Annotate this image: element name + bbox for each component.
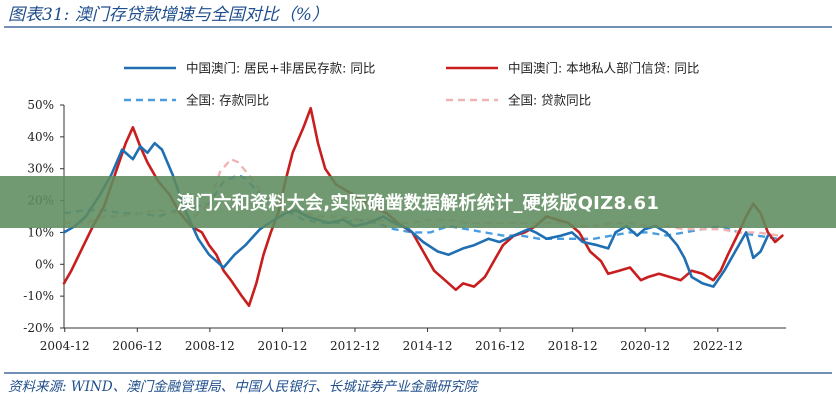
- x-tick-label: 2014-12: [403, 339, 453, 353]
- y-tick-label: 40%: [27, 130, 54, 144]
- x-tick-label: 2020-12: [620, 339, 670, 353]
- x-tick-label: 2016-12: [475, 339, 525, 353]
- legend-label-1: 中国澳门: 居民+非居民存款: 同比: [186, 61, 375, 76]
- x-tick-label: 2018-12: [548, 339, 598, 353]
- y-tick-label: 0%: [35, 257, 54, 271]
- legend-label-3: 全国: 存款同比: [186, 93, 269, 108]
- y-tick-label: 30%: [27, 162, 54, 176]
- overlay-banner[interactable]: 澳门六和资料大会,实际确凿数据解析统计_硬核版QIZ8.61: [0, 176, 836, 228]
- y-tick-label: -20%: [23, 321, 54, 335]
- y-tick-label: -10%: [23, 289, 54, 303]
- x-tick-label: 2010-12: [257, 339, 307, 353]
- legend: 中国澳门: 居民+非居民存款: 同比 中国澳门: 本地私人部门信贷: 同比全国: …: [124, 61, 699, 108]
- y-tick-label: 10%: [27, 225, 54, 239]
- chart-title: 图表31: 澳门存贷款增速与全国对比（%）: [8, 5, 329, 25]
- x-tick-label: 2022-12: [693, 339, 743, 353]
- x-axis: 2004-12 2006-12 2008-12 2010-12 2012-12 2014-…: [40, 327, 786, 353]
- series-line-1: [62, 141, 770, 288]
- source-note: 资料来源: WIND、澳门金融管理局、中国人民银行、长城证券产业金融研究院: [8, 379, 480, 395]
- y-tick-label: 50%: [27, 98, 54, 112]
- x-tick-label: 2004-12: [40, 339, 90, 353]
- x-tick-label: 2008-12: [185, 339, 235, 353]
- legend-label-4: 全国: 贷款同比: [508, 93, 591, 108]
- banner-text[interactable]: 澳门六和资料大会,实际确凿数据解析统计_硬核版QIZ8.61: [176, 193, 660, 214]
- x-tick-label: 2012-12: [330, 339, 380, 353]
- x-tick-label: 2006-12: [112, 339, 162, 353]
- legend-label-2: 中国澳门: 本地私人部门信贷: 同比: [508, 61, 699, 76]
